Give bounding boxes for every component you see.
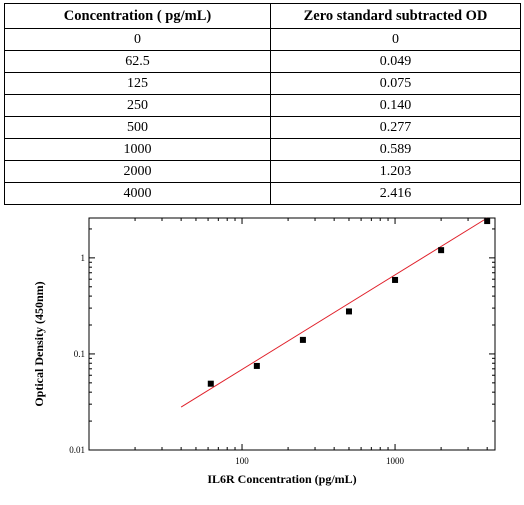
- table-row: 125 0.075: [4, 72, 521, 95]
- data-points-layer: [207, 218, 491, 387]
- header-od: Zero standard subtracted OD: [270, 3, 521, 29]
- y-tick-label: 0.1: [74, 349, 85, 359]
- od-cell: 1.203: [270, 160, 521, 183]
- table-row: 500 0.277: [4, 116, 521, 139]
- table-row: 250 0.140: [4, 94, 521, 117]
- od-cell: 2.416: [270, 182, 521, 205]
- concentration-cell: 125: [4, 72, 271, 95]
- concentration-cell: 62.5: [4, 50, 271, 73]
- data-point: [299, 336, 306, 343]
- plot-area-border: [88, 217, 496, 451]
- od-cell: 0: [270, 28, 521, 51]
- concentration-cell: 1000: [4, 138, 271, 161]
- y-axis-title: Optical Density (450nm): [32, 281, 46, 406]
- concentration-cell: 250: [4, 94, 271, 117]
- plot-frame: [88, 217, 496, 451]
- table-row: 4000 2.416: [4, 182, 521, 205]
- y-axis-ticks: 0.01 0.1 1: [69, 228, 495, 455]
- table-header-row: Concentration ( pg/mL) Zero standard sub…: [4, 3, 521, 29]
- table-row: 0 0: [4, 28, 521, 51]
- table-row: 1000 0.589: [4, 138, 521, 161]
- y-tick-label: 0.01: [69, 445, 85, 455]
- table-row: 62.5 0.049: [4, 50, 521, 73]
- data-point: [438, 247, 445, 254]
- od-cell: 0.049: [270, 50, 521, 73]
- data-point: [345, 308, 352, 315]
- data-point: [484, 218, 491, 225]
- od-cell: 0.277: [270, 116, 521, 139]
- table-row: 2000 1.203: [4, 160, 521, 183]
- od-cell: 0.075: [270, 72, 521, 95]
- x-axis-title: IL6R Concentration (pg/mL): [207, 472, 356, 486]
- concentration-cell: 4000: [4, 182, 271, 205]
- data-point: [253, 362, 260, 369]
- fit-line: [180, 217, 488, 408]
- standard-curve-chart: 100 1000 0.01 0.1 1 IL6R Concentration (pg/…: [32, 217, 496, 486]
- standard-data-table: Concentration ( pg/mL) Zero standard sub…: [4, 3, 521, 205]
- data-point: [207, 380, 214, 387]
- x-axis-ticks: 100 1000: [88, 218, 488, 466]
- x-tick-label: 100: [235, 456, 249, 466]
- concentration-cell: 0: [4, 28, 271, 51]
- fit-line-layer: [180, 217, 488, 408]
- concentration-cell: 2000: [4, 160, 271, 183]
- od-cell: 0.140: [270, 94, 521, 117]
- x-tick-label: 1000: [386, 456, 405, 466]
- od-cell: 0.589: [270, 138, 521, 161]
- header-concentration: Concentration ( pg/mL): [4, 3, 271, 29]
- y-tick-label: 1: [81, 253, 86, 263]
- concentration-cell: 500: [4, 116, 271, 139]
- data-point: [392, 276, 399, 283]
